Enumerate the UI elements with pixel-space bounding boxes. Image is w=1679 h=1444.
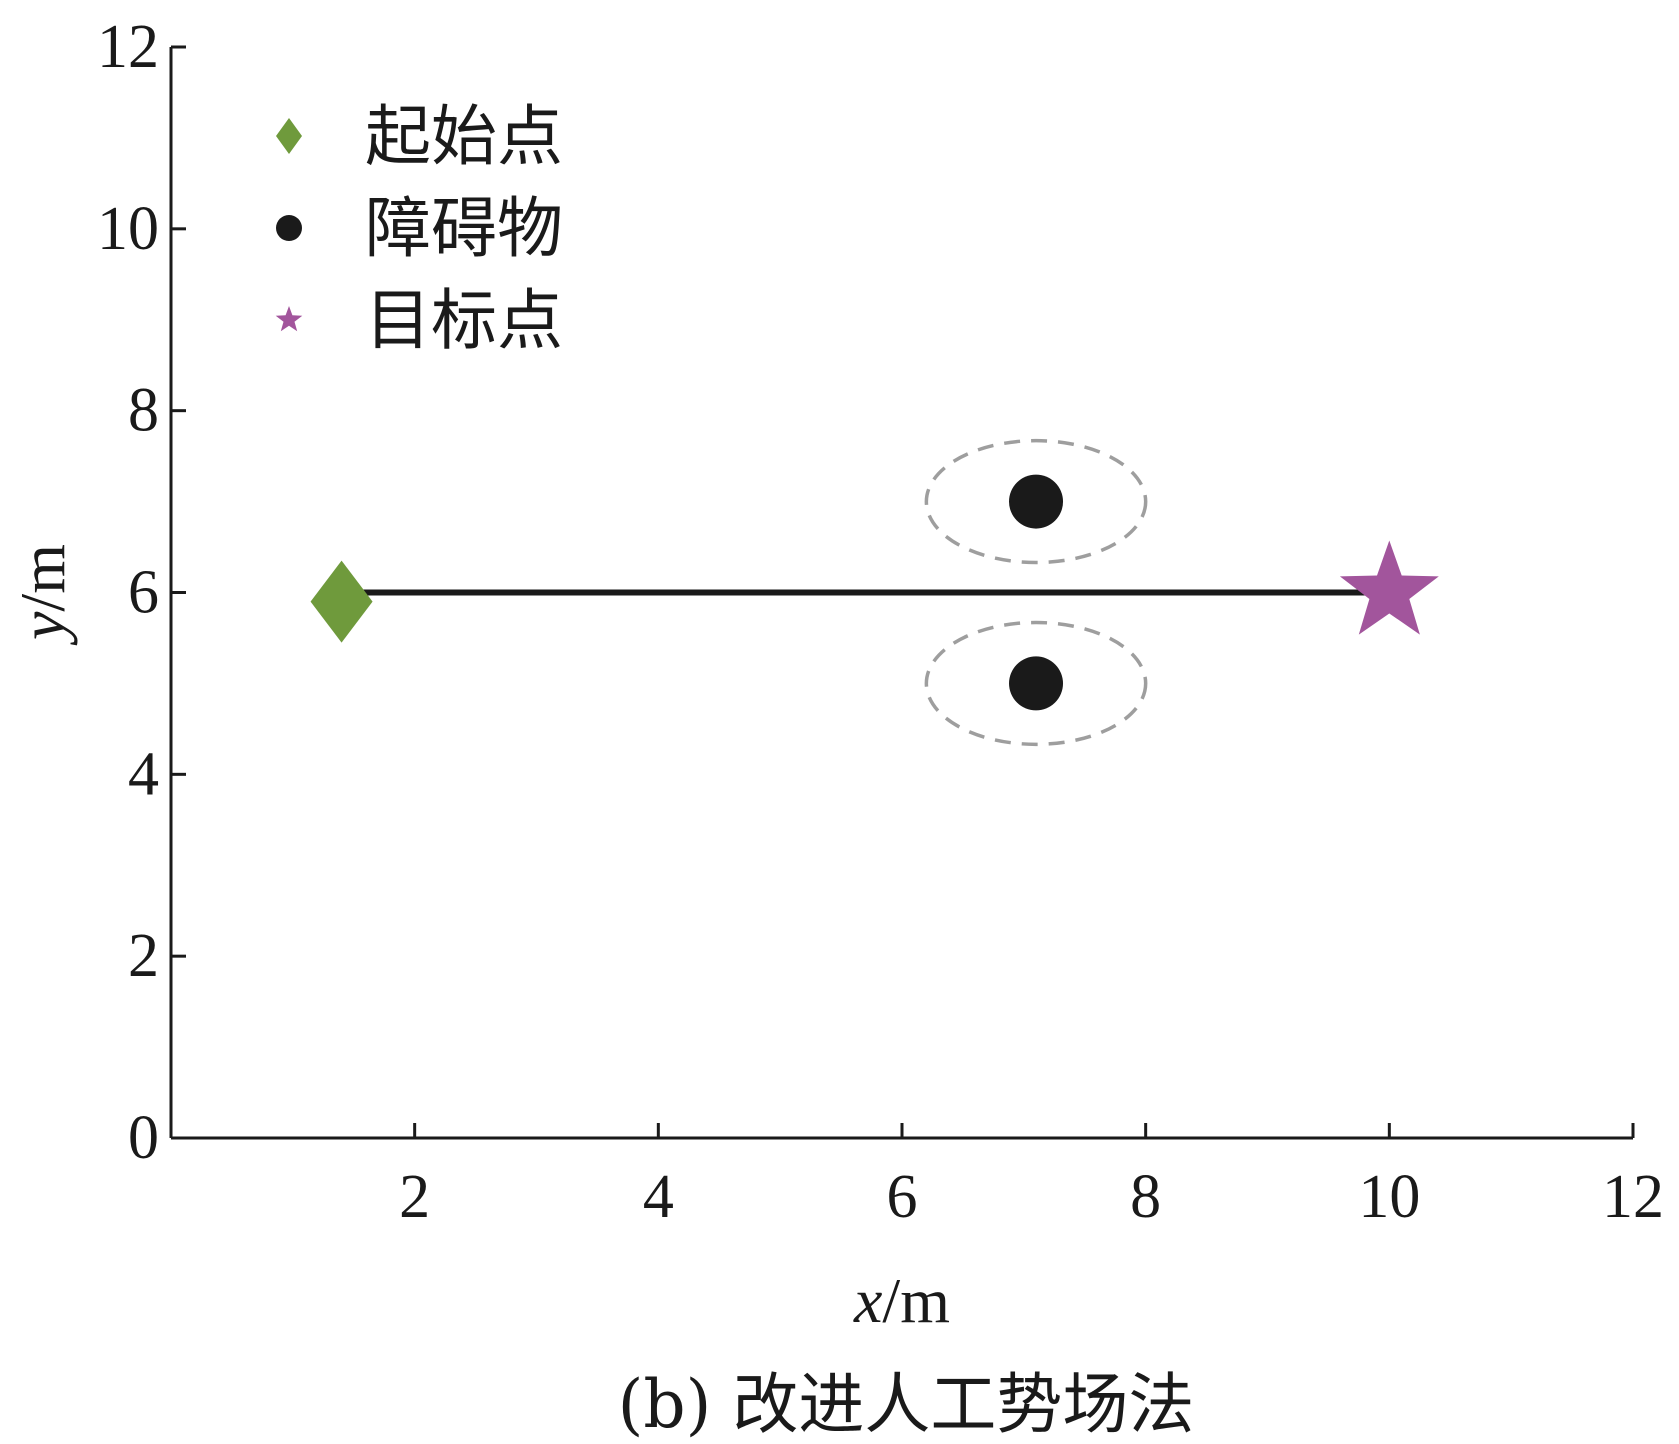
circle-icon xyxy=(276,215,302,241)
y-tick-label: 8 xyxy=(128,377,159,445)
diamond-icon xyxy=(276,118,302,154)
x-ticks: 2 4 6 8 10 12 xyxy=(399,1123,1664,1231)
obstacle-point xyxy=(1009,656,1064,711)
y-tick-label: 10 xyxy=(97,195,159,263)
legend-label: 目标点 xyxy=(365,282,563,359)
y-axis-var: y xyxy=(7,611,78,646)
influence-zone xyxy=(924,620,1148,747)
influence-zone xyxy=(924,438,1148,565)
markers xyxy=(310,540,1439,643)
x-tick-label: 12 xyxy=(1602,1163,1664,1231)
y-ticks: 0 2 4 6 8 10 12 xyxy=(97,13,186,1172)
obstacles xyxy=(1009,474,1064,711)
y-tick-label: 0 xyxy=(128,1104,159,1172)
x-axis-var: x xyxy=(853,1265,882,1336)
obstacle-point xyxy=(1009,474,1064,529)
x-axis-label: x/m xyxy=(853,1265,950,1336)
y-tick-label: 2 xyxy=(128,922,159,990)
start-point xyxy=(310,560,373,643)
goal-point xyxy=(1339,540,1439,635)
x-axis-unit: /m xyxy=(882,1265,950,1336)
y-tick-label: 4 xyxy=(128,740,159,808)
legend-label: 起始点 xyxy=(365,98,563,175)
y-axis-label: y/m xyxy=(7,544,78,646)
y-tick-label: 6 xyxy=(128,559,159,627)
legend-label: 障碍物 xyxy=(365,190,563,267)
y-tick-label: 12 xyxy=(97,13,159,81)
x-tick-label: 10 xyxy=(1358,1163,1420,1231)
x-tick-label: 4 xyxy=(643,1163,674,1231)
x-tick-label: 2 xyxy=(399,1163,430,1231)
figure-caption: (b) 改进人工势场法 xyxy=(618,1366,1195,1443)
influence-zones xyxy=(924,438,1148,747)
y-axis-unit: /m xyxy=(7,544,78,612)
x-tick-label: 6 xyxy=(887,1163,918,1231)
x-tick-label: 8 xyxy=(1130,1163,1161,1231)
star-icon xyxy=(275,306,303,332)
